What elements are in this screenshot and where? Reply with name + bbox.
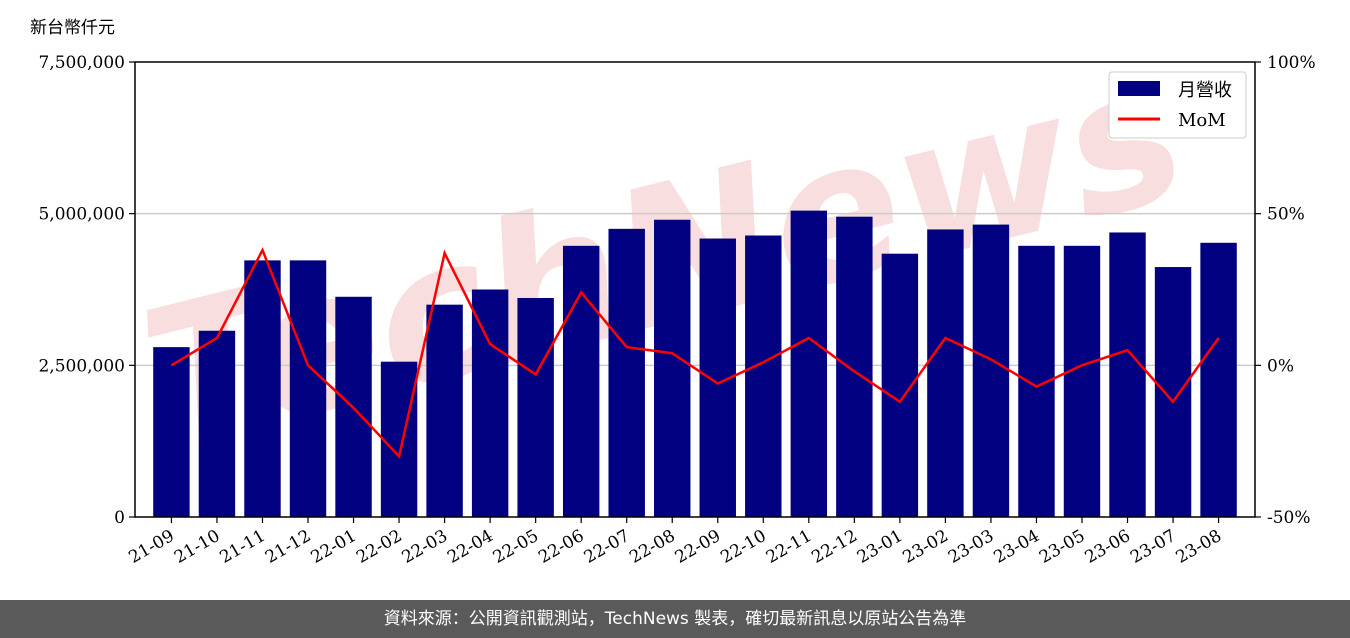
- left-y-tick-label: 0: [114, 508, 125, 528]
- x-tick-label: 22-11: [763, 526, 815, 568]
- x-tick-label: 22-05: [490, 526, 542, 568]
- bar-22-11: [790, 210, 828, 517]
- x-tick-label: 23-04: [991, 526, 1043, 568]
- right-y-tick-label: 50%: [1267, 205, 1305, 225]
- bar-22-10: [745, 235, 782, 518]
- x-tick-label: 22-09: [672, 526, 724, 568]
- x-tick-label: 22-02: [353, 526, 405, 568]
- bar-22-04: [471, 289, 509, 517]
- bar-21-09: [153, 347, 190, 517]
- x-tick-label: 23-05: [1036, 526, 1088, 568]
- x-tick-label: 22-03: [399, 526, 451, 568]
- plot-frame: [134, 61, 1256, 518]
- right-y-tick-label: -50%: [1267, 508, 1311, 528]
- x-tick-label: 23-03: [945, 526, 997, 568]
- right-y-tick-label: 0%: [1267, 356, 1294, 376]
- y-axis-unit-label: 新台幣仟元: [30, 18, 115, 38]
- bar-22-08: [654, 219, 691, 517]
- right-y-tick-label: 100%: [1267, 53, 1316, 73]
- legend-line-label: MoM: [1178, 110, 1226, 131]
- left-y-axis-ticks: 0 2,500,000 5,000,000 7,500,000: [38, 53, 135, 528]
- x-tick-label: 21-09: [125, 526, 177, 568]
- legend: 月營收 MoM: [1108, 71, 1247, 139]
- right-y-axis-ticks: -50% 0% 50% 100%: [1255, 53, 1316, 528]
- legend-bar-label: 月營收: [1178, 80, 1232, 101]
- x-tick-label: 23-07: [1127, 526, 1179, 568]
- mom-line-series: [170, 247, 1220, 459]
- mom-line: [170, 247, 1220, 459]
- bar-21-10: [198, 330, 236, 517]
- x-tick-label: 21-11: [217, 526, 269, 568]
- left-y-tick-label: 7,500,000: [38, 53, 125, 73]
- x-tick-label: 22-04: [444, 526, 496, 568]
- source-footer: 資料來源：公開資訊觀測站，TechNews 製表，確切最新訊息以原站公告為準: [0, 600, 1350, 638]
- bar-23-05: [1063, 245, 1101, 517]
- bar-22-05: [517, 297, 554, 517]
- legend-bar-swatch: [1118, 81, 1160, 96]
- bar-22-12: [836, 216, 873, 517]
- bar-23-03: [972, 224, 1010, 517]
- x-tick-label: 23-01: [854, 526, 906, 568]
- x-tick-label: 22-01: [308, 526, 360, 568]
- combo-chart: TechNews 新台幣仟元 21-0921-1021-1121-1222-01…: [30, 18, 1316, 568]
- x-tick-label: 22-06: [535, 526, 587, 568]
- bar-23-02: [927, 229, 964, 517]
- x-tick-label: 23-02: [899, 526, 951, 568]
- bar-series: [153, 210, 1237, 518]
- bar-21-12: [289, 260, 327, 517]
- x-tick-label: 22-07: [581, 526, 633, 568]
- bar-23-07: [1154, 267, 1192, 517]
- left-y-tick-label: 5,000,000: [38, 205, 125, 225]
- bar-22-06: [562, 245, 600, 517]
- x-tick-label: 21-12: [262, 526, 314, 568]
- bar-22-07: [608, 228, 645, 518]
- bar-22-03: [426, 304, 463, 517]
- bar-21-11: [244, 260, 281, 517]
- x-tick-label: 22-12: [808, 526, 860, 568]
- x-tick-label: 23-06: [1082, 526, 1134, 568]
- x-axis-ticks: 21-0921-1021-1121-1222-0122-0222-0322-04…: [125, 517, 1225, 568]
- x-tick-label: 22-10: [717, 526, 769, 568]
- bar-22-02: [380, 361, 418, 517]
- bar-23-08: [1200, 242, 1237, 517]
- x-tick-label: 23-08: [1173, 526, 1225, 568]
- bar-23-06: [1109, 232, 1146, 517]
- left-y-tick-label: 2,500,000: [38, 356, 125, 376]
- x-tick-label: 21-10: [171, 526, 223, 568]
- x-tick-label: 22-08: [626, 526, 678, 568]
- axes: [134, 61, 1256, 518]
